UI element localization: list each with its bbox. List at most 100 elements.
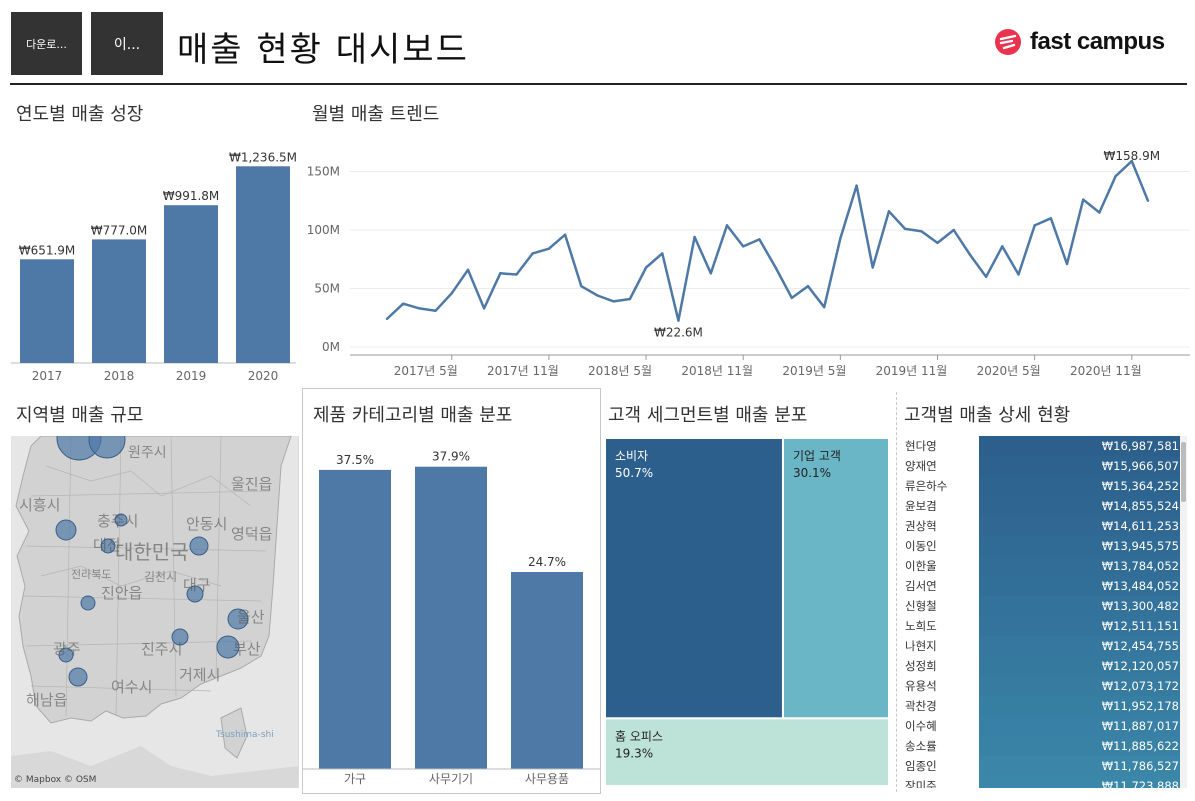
- customer-sales-value: ₩11,786,527: [979, 756, 1187, 776]
- category-bar: [319, 469, 391, 769]
- customer-sales-value: ₩13,300,482: [979, 596, 1187, 616]
- image-button[interactable]: 이...: [91, 12, 163, 75]
- monthly-point: [968, 253, 972, 256]
- map-bubble[interactable]: [114, 513, 128, 527]
- monthly-y-tick: 50M: [314, 282, 340, 296]
- customer-sales-value: ₩13,784,052: [979, 556, 1187, 576]
- table-row[interactable]: 김서연 ₩13,484,052: [900, 576, 1187, 596]
- category-bar-label: 24.7%: [528, 555, 566, 569]
- yearly-bar: [164, 205, 218, 363]
- map-label: 광주: [53, 640, 81, 658]
- customer-name: 송소률: [900, 736, 979, 756]
- header-divider: [10, 83, 1187, 85]
- customer-sales-value: ₩15,966,507: [979, 456, 1187, 476]
- yearly-x-tick: 2019: [176, 369, 207, 383]
- map-label: 충주시: [97, 512, 139, 530]
- segment-tile: [606, 439, 782, 718]
- map-bubble[interactable]: [88, 436, 126, 459]
- table-row[interactable]: 신형철 ₩13,300,482: [900, 596, 1187, 616]
- table-row[interactable]: 임종인 ₩11,786,527: [900, 756, 1187, 776]
- map-label: 진주시: [141, 640, 183, 658]
- customer-sales-value: ₩11,885,622: [979, 736, 1187, 756]
- customer-table-scrollbar[interactable]: [1180, 436, 1187, 788]
- map-bubble[interactable]: [68, 667, 88, 687]
- map-label: 김천시: [144, 570, 178, 584]
- map-bubble[interactable]: [100, 538, 116, 554]
- table-row[interactable]: 곽찬경 ₩11,952,178: [900, 696, 1187, 716]
- customer-sales-value: ₩12,120,057: [979, 656, 1187, 676]
- map-label: 영덕읍: [231, 525, 273, 543]
- customer-table-scroll-thumb[interactable]: [1181, 442, 1186, 502]
- map-bubble[interactable]: [80, 595, 96, 611]
- monthly-point: [790, 296, 793, 300]
- monthly-point: [1049, 217, 1053, 220]
- monthly-point: [482, 307, 486, 310]
- yearly-bar: [20, 259, 74, 363]
- monthly-point: [385, 317, 389, 321]
- customer-sales-value: ₩13,484,052: [979, 576, 1187, 596]
- map-bubble[interactable]: [227, 608, 249, 630]
- table-row[interactable]: 현다영 ₩16,987,581: [900, 436, 1187, 456]
- map-bubble[interactable]: [58, 647, 74, 663]
- monthly-point: [401, 302, 405, 305]
- monthly-sales-chart: 0M 50M 100M 150M 2017년 5월 2017년 11월 2018년 5월 20…: [307, 149, 1190, 378]
- monthly-point: [580, 284, 583, 288]
- customer-name: 장미주: [900, 776, 979, 788]
- customer-name: 류은하수: [900, 476, 979, 496]
- customer-sales-value: ₩12,454,755: [979, 636, 1187, 656]
- monthly-point: [936, 241, 939, 245]
- yearly-title: 연도별 매출 성장: [16, 104, 144, 125]
- monthly-x-tick: 2017년 11월: [487, 364, 559, 378]
- monthly-x-tick: 2020년 11월: [1070, 364, 1142, 378]
- monthly-point: [822, 306, 826, 309]
- region-map[interactable]: 원주시 시흥시 충주시 대전 대한민국 안동시 울진읍 영덕읍 김천시 대구 전…: [11, 436, 299, 788]
- monthly-point: [806, 284, 810, 288]
- table-row[interactable]: 이동인 ₩13,945,575: [900, 536, 1187, 556]
- monthly-point: [1001, 245, 1004, 248]
- customer-name: 곽찬경: [900, 696, 979, 716]
- monthly-point: [450, 291, 453, 295]
- map-bubble[interactable]: [189, 536, 209, 556]
- monthly-point: [466, 268, 470, 271]
- monthly-point: [612, 300, 615, 303]
- download-button[interactable]: 다운로...: [11, 12, 82, 75]
- map-label: 여수시: [111, 678, 153, 696]
- table-row[interactable]: 류은하수 ₩15,364,252: [900, 476, 1187, 496]
- table-row[interactable]: 노희도 ₩12,511,151: [900, 616, 1187, 636]
- map-label: 대전: [93, 536, 121, 554]
- table-row[interactable]: 윤보겸 ₩14,855,524: [900, 496, 1187, 516]
- map-label: 부산: [233, 640, 261, 658]
- panel-divider: [896, 392, 897, 792]
- table-row[interactable]: 나현지 ₩12,454,755: [900, 636, 1187, 656]
- yearly-x-tick: 2020: [248, 369, 279, 383]
- customer-sales-value: ₩11,723,888: [979, 776, 1187, 788]
- map-bubble[interactable]: [186, 585, 204, 603]
- map-attribution[interactable]: © Mapbox © OSM: [14, 775, 97, 785]
- table-row[interactable]: 이한울 ₩13,784,052: [900, 556, 1187, 576]
- monthly-point: [887, 210, 891, 213]
- yearly-bar-label: ₩777.0M: [91, 223, 148, 237]
- map-label: 울산: [237, 608, 265, 626]
- category-bar: [511, 571, 583, 769]
- customer-table[interactable]: 현다영 ₩16,987,581 양재연 ₩15,966,507 류은하수 ₩15,364,…: [900, 436, 1187, 788]
- brand-name: fast campus: [1030, 28, 1165, 55]
- monthly-series-line: [386, 159, 1150, 322]
- category-bar: [415, 466, 487, 769]
- table-row[interactable]: 권상혁 ₩14,611,253: [900, 516, 1187, 536]
- customer-name: 윤보겸: [900, 496, 979, 516]
- map-bubble[interactable]: [216, 635, 240, 659]
- map-bubble[interactable]: [55, 519, 77, 541]
- table-row[interactable]: 유용석 ₩12,073,172: [900, 676, 1187, 696]
- brand-logo: fast campus: [994, 28, 1165, 56]
- map-bubble[interactable]: [171, 628, 189, 646]
- table-row[interactable]: 이수혜 ₩11,887,017: [900, 716, 1187, 736]
- table-row[interactable]: 장미주 ₩11,723,888: [900, 776, 1187, 788]
- map-label: 울진읍: [231, 475, 273, 493]
- table-row[interactable]: 양재연 ₩15,966,507: [900, 456, 1187, 476]
- monthly-point: [742, 245, 745, 248]
- customer-name: 이수혜: [900, 716, 979, 736]
- table-row[interactable]: 성정희 ₩12,120,057: [900, 656, 1187, 676]
- yearly-sales-chart: ₩651.9M 2017 ₩777.0M 2018 ₩991.8M 2019 ₩1,236.…: [11, 150, 296, 383]
- monthly-point: [644, 266, 648, 269]
- table-row[interactable]: 송소률 ₩11,885,622: [900, 736, 1187, 756]
